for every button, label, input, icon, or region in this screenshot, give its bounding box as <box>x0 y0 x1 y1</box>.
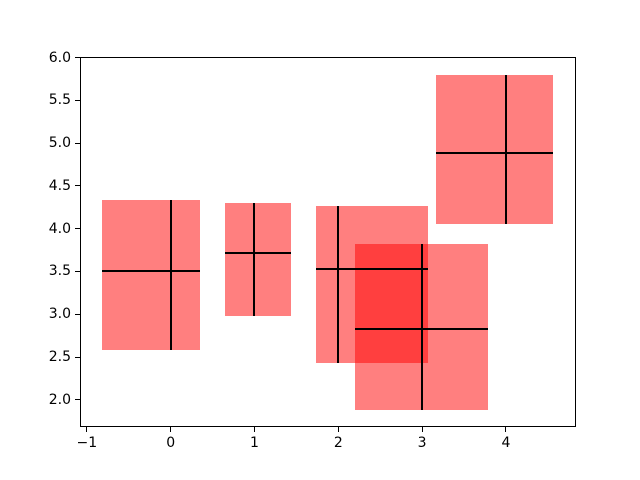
y-tick-label: 3.0 <box>48 306 71 323</box>
x-tick <box>253 427 255 432</box>
y-tick-label: 4.5 <box>48 177 71 194</box>
error-box <box>101 199 200 351</box>
y-tick-label: 6.0 <box>48 49 71 66</box>
error-box <box>436 74 553 224</box>
x-tick <box>86 427 88 432</box>
x-tick <box>337 427 339 432</box>
y-tick <box>75 228 80 230</box>
x-tick <box>421 427 423 432</box>
x-tick <box>505 427 507 432</box>
y-tick <box>75 356 80 358</box>
x-tick-label: 3 <box>417 435 427 451</box>
errorbar-vertical <box>169 199 172 351</box>
y-tick <box>75 399 80 401</box>
y-tick-label: 4.0 <box>48 220 71 237</box>
x-tick-label: −1 <box>76 435 98 451</box>
y-tick <box>75 57 80 58</box>
y-tick-label: 2.0 <box>48 391 71 408</box>
errorbar-horizontal <box>315 267 428 270</box>
y-tick <box>75 185 80 187</box>
errorbar-vertical <box>337 205 340 364</box>
errorbar-vertical <box>504 74 507 224</box>
y-tick-label: 2.5 <box>48 349 71 366</box>
errorbar-horizontal <box>101 269 200 272</box>
x-tick <box>170 427 172 432</box>
y-tick <box>75 270 80 272</box>
errorbar-vertical <box>421 244 424 411</box>
x-tick-label: 0 <box>166 435 176 451</box>
x-tick-label: 2 <box>333 435 343 451</box>
y-tick <box>75 99 80 101</box>
y-tick-label: 5.0 <box>48 135 71 152</box>
error-box <box>225 203 292 316</box>
x-tick-label: 1 <box>250 435 259 451</box>
errorbar-vertical <box>253 203 256 316</box>
y-tick <box>75 313 80 315</box>
x-tick-label: 4 <box>501 435 511 451</box>
errorbar-horizontal <box>225 251 292 254</box>
y-tick-label: 3.5 <box>48 263 71 280</box>
y-tick <box>75 142 80 144</box>
y-tick-label: 5.5 <box>48 92 71 109</box>
errorbar-horizontal <box>436 151 553 154</box>
